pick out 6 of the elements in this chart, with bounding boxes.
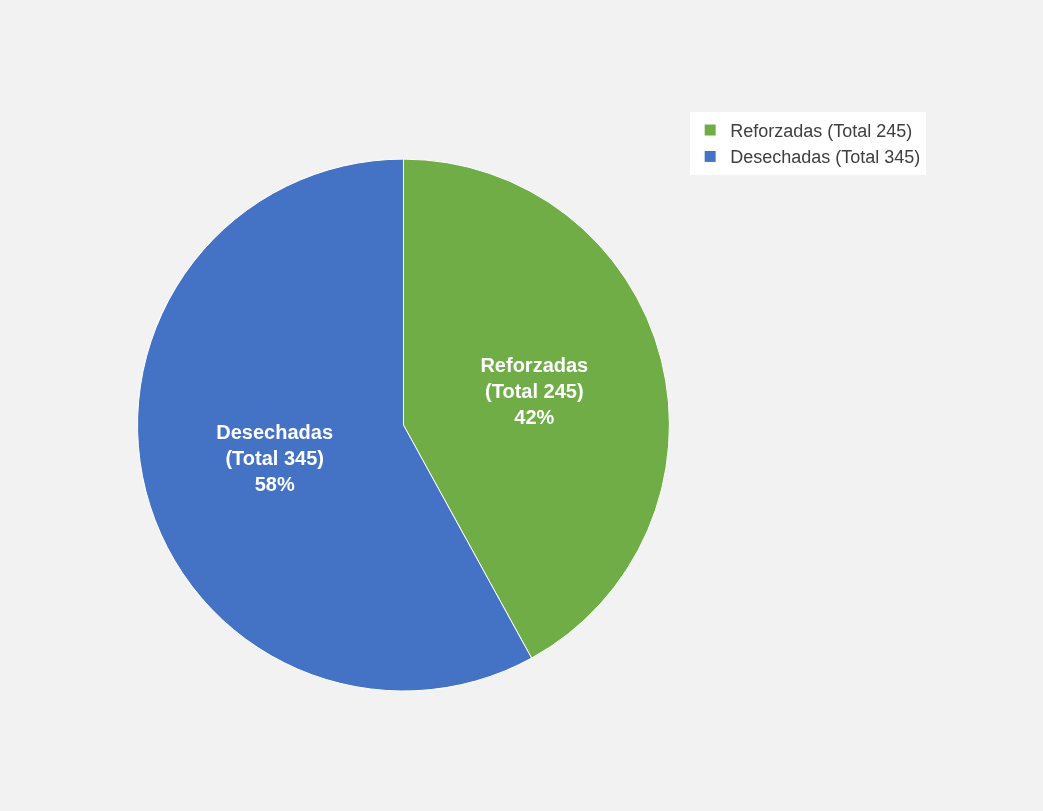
- legend-label: Reforzadas (Total 245): [730, 121, 913, 142]
- slice-label: Desechadas (Total 345): [216, 421, 334, 470]
- data-label: 58%: [254, 473, 295, 496]
- data-label: 42%: [514, 406, 555, 429]
- legend-label: Desechadas (Total 345): [730, 147, 921, 168]
- slice-label: Reforzadas (Total 245): [480, 354, 589, 403]
